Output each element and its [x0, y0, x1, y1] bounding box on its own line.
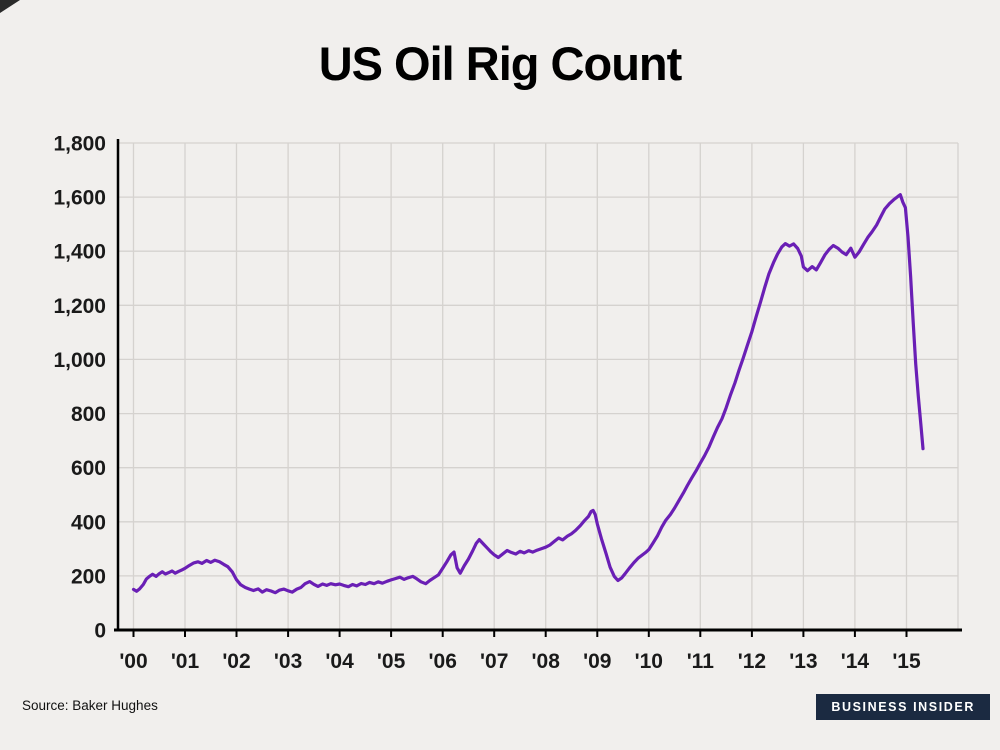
- x-tick-label: '12: [738, 650, 766, 673]
- x-tick-label: '06: [429, 650, 457, 673]
- x-tick-label: '14: [841, 650, 870, 673]
- y-tick-label: 1,400: [53, 241, 106, 264]
- x-tick-label: '00: [119, 650, 147, 673]
- x-tick-label: '11: [687, 650, 715, 673]
- y-tick-label: 400: [71, 511, 106, 534]
- y-tick-label: 1,800: [53, 133, 106, 156]
- x-tick-label: '09: [583, 650, 611, 673]
- y-tick-label: 0: [94, 620, 106, 643]
- x-tick-label: '08: [532, 650, 561, 673]
- x-tick-label: '01: [171, 650, 200, 673]
- corner-artifact: [0, 0, 20, 13]
- source-note: Source: Baker Hughes: [22, 698, 158, 713]
- business-insider-badge: BUSINESS INSIDER: [816, 694, 990, 720]
- y-tick-label: 600: [71, 457, 106, 480]
- y-tick-label: 1,000: [53, 349, 106, 372]
- y-tick-label: 800: [71, 403, 106, 426]
- x-tick-label: '02: [222, 650, 250, 673]
- x-tick-label: '15: [892, 650, 921, 673]
- x-tick-label: '13: [789, 650, 817, 673]
- y-tick-label: 1,200: [53, 295, 106, 318]
- x-tick-label: '05: [377, 650, 406, 673]
- x-tick-label: '03: [274, 650, 302, 673]
- x-tick-label: '10: [635, 650, 663, 673]
- x-tick-label: '04: [325, 650, 354, 673]
- rig-count-line: [131, 193, 925, 595]
- x-tick-label: '07: [480, 650, 508, 673]
- y-tick-label: 200: [71, 565, 106, 588]
- y-tick-label: 1,600: [53, 187, 106, 210]
- chart-title: US Oil Rig Count: [318, 37, 683, 90]
